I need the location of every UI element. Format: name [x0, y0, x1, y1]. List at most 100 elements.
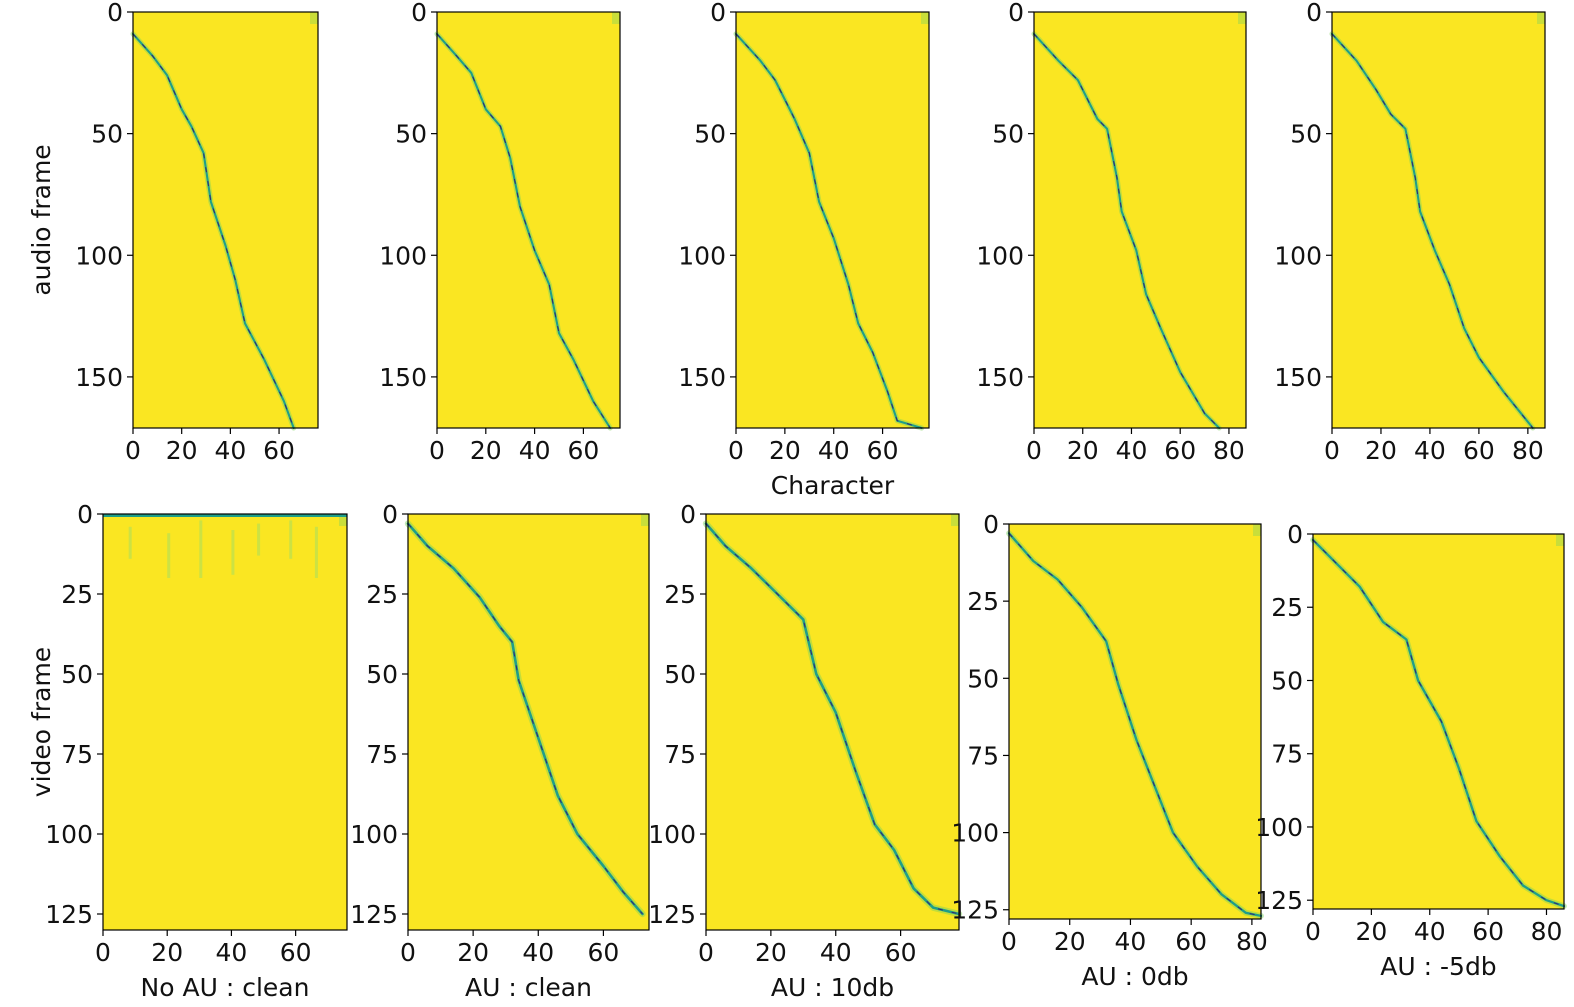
x-tick-label: 0	[1324, 436, 1340, 465]
axes-frame	[1331, 11, 1546, 429]
panel-top-3: 0 20 40 60 0 50 100 150 Character	[678, 0, 930, 500]
y-tick-label: 75	[1271, 740, 1303, 769]
y-tick-label: 50	[992, 120, 1024, 149]
y-tick-label: 150	[1274, 363, 1322, 392]
x-tick-label: 60	[1472, 917, 1504, 946]
x-tick-label: 40	[214, 436, 246, 465]
x-tick-label: 20	[1054, 927, 1086, 956]
axes-frame	[1008, 523, 1262, 920]
x-tick-label: 40	[519, 436, 551, 465]
y-axis-label: video frame	[27, 647, 56, 797]
y-tick-label: 100	[648, 820, 696, 849]
panel-caption: AU : -5db	[1380, 952, 1496, 981]
y-tick-label: 25	[61, 580, 93, 609]
x-tick-label: 60	[1175, 927, 1207, 956]
x-tick-label: 40	[1414, 436, 1446, 465]
x-axis-label: Character	[771, 471, 895, 500]
panel-caption: AU : 0db	[1081, 962, 1188, 991]
y-tick-label: 25	[1271, 593, 1303, 622]
heatmap-blob	[289, 520, 293, 559]
y-tick-label: 75	[61, 740, 93, 769]
x-tick-label: 40	[820, 938, 852, 967]
axes-frame	[1033, 11, 1247, 429]
panel-bottom-1: 0 20 40 60 0 25 50 75 100 125 No AU : clean video f…	[27, 500, 348, 1002]
x-tick-label: 60	[567, 436, 599, 465]
x-tick-label: 80	[1236, 927, 1268, 956]
y-tick-label: 0	[411, 0, 427, 27]
y-tick-label: 100	[678, 241, 726, 270]
heatmap-background	[133, 12, 318, 428]
heatmap-blob	[128, 526, 132, 559]
y-tick-label: 125	[951, 896, 999, 925]
y-tick-label: 25	[967, 587, 999, 616]
y-tick-label: 75	[967, 741, 999, 770]
x-tick-label: 20	[166, 436, 198, 465]
x-tick-label: 0	[728, 436, 744, 465]
heatmap-background	[1332, 12, 1545, 428]
panel-top-1: 0 20 40 60 0 50 100 150 audio frame	[27, 0, 319, 465]
y-tick-label: 150	[678, 363, 726, 392]
x-tick-label: 40	[216, 938, 248, 967]
alignment-peak	[1312, 539, 1565, 907]
x-tick-label: 40	[1116, 436, 1148, 465]
heatmap-background	[1313, 534, 1564, 909]
y-tick-label: 75	[366, 740, 398, 769]
alignment-peak	[1331, 33, 1534, 429]
y-tick-label: 50	[61, 660, 93, 689]
alignment-path	[704, 522, 961, 916]
x-tick-label: 20	[1365, 436, 1397, 465]
panel-bottom-3: 0 20 40 60 0 25 50 75 100 125 AU : 10db	[648, 500, 963, 1002]
x-tick-label: 0	[429, 436, 445, 465]
alignment-peak	[735, 33, 922, 429]
heatmap-background	[736, 12, 929, 428]
y-tick-label: 0	[77, 500, 93, 529]
y-tick-label: 25	[664, 580, 696, 609]
panel-bottom-5: 0 20 40 60 80 0 25 50 75 100 125 AU : -5db	[1255, 520, 1567, 981]
heatmap-corner-artifact	[1537, 12, 1545, 24]
x-tick-label: 60	[263, 436, 295, 465]
x-tick-label: 20	[457, 938, 489, 967]
x-tick-label: 0	[698, 938, 714, 967]
heatmap-background	[706, 514, 959, 930]
x-tick-label: 60	[1164, 436, 1196, 465]
axes-frame	[1312, 533, 1565, 910]
heatmap-corner-artifact	[310, 12, 318, 24]
y-tick-label: 100	[379, 241, 427, 270]
heatmap-blob	[199, 520, 203, 578]
x-tick-label: 20	[769, 436, 801, 465]
y-tick-label: 150	[75, 363, 123, 392]
y-axis-label: audio frame	[27, 144, 56, 295]
y-tick-label: 125	[1255, 886, 1303, 915]
alignment-path	[131, 32, 295, 430]
x-tick-label: 60	[885, 938, 917, 967]
panel-top-2: 0 20 40 60 0 50 100 150	[379, 0, 621, 465]
heatmap-corner-artifact	[951, 514, 959, 526]
alignment-path	[1032, 32, 1221, 430]
y-tick-label: 50	[664, 660, 696, 689]
axes-frame	[132, 11, 319, 429]
y-tick-label: 50	[91, 120, 123, 149]
heatmap-corner-artifact	[339, 514, 347, 526]
y-tick-label: 50	[395, 120, 427, 149]
y-tick-label: 25	[366, 580, 398, 609]
alignment-peak	[436, 33, 611, 429]
x-tick-label: 0	[125, 436, 141, 465]
y-tick-label: 0	[1008, 0, 1024, 27]
x-tick-label: 20	[755, 938, 787, 967]
x-tick-label: 60	[280, 938, 312, 967]
panel-bottom-2: 0 20 40 60 0 25 50 75 100 125 AU : clean	[350, 500, 650, 1002]
y-tick-label: 125	[648, 900, 696, 929]
x-tick-label: 20	[151, 938, 183, 967]
heatmap-corner-artifact	[921, 12, 929, 24]
heatmap-background	[1034, 12, 1246, 428]
y-tick-label: 150	[379, 363, 427, 392]
y-tick-label: 0	[710, 0, 726, 27]
heatmap-background	[437, 12, 620, 428]
panel-caption: No AU : clean	[141, 973, 310, 1002]
y-tick-label: 0	[382, 500, 398, 529]
x-tick-label: 60	[867, 436, 899, 465]
y-tick-label: 50	[366, 660, 398, 689]
y-tick-label: 125	[350, 900, 398, 929]
heatmap-corner-artifact	[1238, 12, 1246, 24]
